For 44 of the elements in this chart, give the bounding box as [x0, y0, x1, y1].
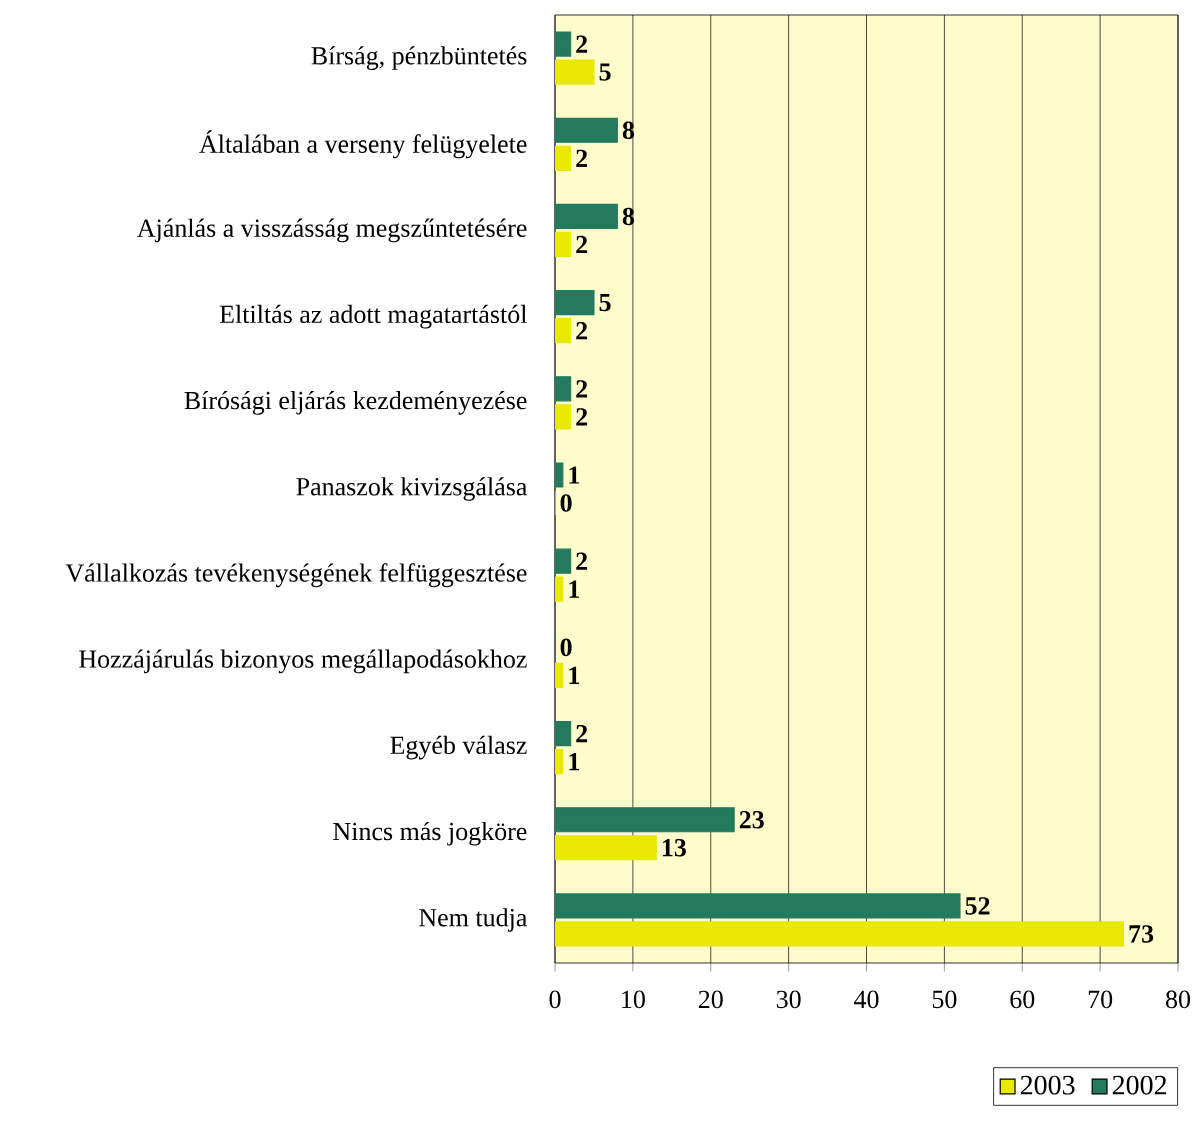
data-label: 5	[599, 63, 611, 81]
y-tick-label: Eltiltás az adott magatartástól	[219, 304, 527, 329]
data-label: 2	[576, 322, 588, 340]
x-tick-label: 50	[932, 990, 957, 1009]
data-label: 1	[569, 752, 580, 771]
y-tick-label: Bírósági eljárás kezdeményezése	[184, 390, 527, 415]
data-label: 2	[576, 235, 588, 254]
data-label: 73	[1129, 925, 1154, 943]
data-label: 2	[576, 380, 588, 398]
data-label: 0	[560, 494, 572, 512]
data-label: 0	[560, 638, 572, 657]
data-label: 5	[599, 293, 611, 312]
data-label: 2	[576, 408, 588, 426]
y-tick-label: Vállalkozás tevékenységének felfüggesztése	[65, 563, 527, 588]
data-label: 2	[576, 35, 588, 53]
y-tick-label: Bírság, pénzbüntetés	[311, 46, 527, 70]
legend-label: 2003	[1020, 1075, 1075, 1095]
y-tick-label: Általában a verseny felügyelete	[199, 130, 527, 159]
x-tick-label: 40	[854, 990, 879, 1009]
x-tick-label: 70	[1088, 990, 1113, 1009]
y-tick-label: Hozzájárulás bizonyos megállapodásokhoz	[79, 649, 527, 674]
data-label: 23	[739, 811, 764, 829]
y-tick-label: Nincs más jogköre	[333, 821, 527, 846]
data-label: 13	[662, 839, 686, 857]
x-tick-label: 0	[549, 990, 561, 1009]
y-tick-label: Nem tudja	[419, 908, 528, 932]
x-tick-label: 10	[622, 990, 645, 1009]
y-tick-label: Ajánlás a visszásság megszűntetésére	[137, 218, 527, 243]
data-label: 8	[622, 121, 635, 140]
data-label: 8	[622, 207, 635, 226]
y-tick-label: Panaszok kivizsgálása	[296, 477, 528, 501]
x-tick-label: 20	[698, 990, 723, 1009]
data-label: 52	[965, 897, 990, 915]
data-label: 1	[569, 666, 580, 684]
legend-label: 2002	[1112, 1075, 1167, 1095]
x-tick-label: 60	[1010, 990, 1035, 1009]
x-tick-label: 80	[1166, 990, 1191, 1009]
data-label: 1	[569, 580, 580, 598]
data-label: 1	[569, 466, 580, 484]
data-label: 2	[576, 149, 588, 167]
data-label: 2	[576, 552, 588, 570]
y-tick-label: Egyéb válasz	[390, 735, 527, 760]
data-label: 2	[576, 724, 588, 743]
x-tick-label: 30	[776, 990, 801, 1009]
